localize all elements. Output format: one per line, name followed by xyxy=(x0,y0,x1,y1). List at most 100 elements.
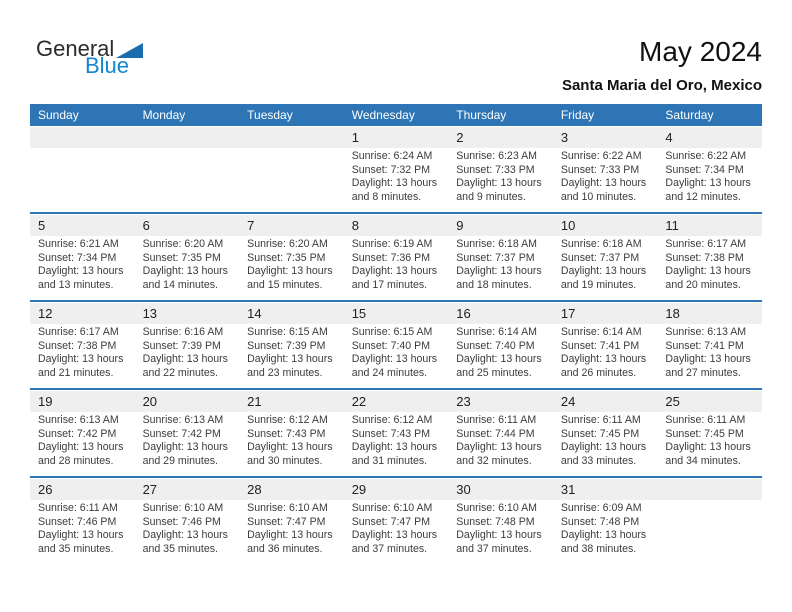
week-row: 5 6 7 8 9 10 11 Sunrise: 6:21 AM Sunset: 7:34 … xyxy=(30,212,762,300)
day-cell: Sunrise: 6:11 AM Sunset: 7:45 PM Dayligh… xyxy=(657,412,762,474)
day-cell: Sunrise: 6:15 AM Sunset: 7:40 PM Dayligh… xyxy=(344,324,449,386)
daylight-text-line1: Daylight: 13 hours xyxy=(38,441,124,454)
daylight-text-line1: Daylight: 13 hours xyxy=(142,353,228,366)
daylight-text-line1: Daylight: 13 hours xyxy=(38,353,124,366)
sunset-text: Sunset: 7:34 PM xyxy=(38,251,117,264)
day-details-row: Sunrise: 6:24 AM Sunset: 7:32 PM Dayligh… xyxy=(30,148,762,212)
week-row: 1 2 3 4 Sunrise: 6:24 AM Sunset: 7:32 PM Da… xyxy=(30,127,762,212)
sunset-text: Sunset: 7:41 PM xyxy=(560,339,640,352)
daylight-text-line1: Daylight: 13 hours xyxy=(665,441,751,454)
day-number: 30 xyxy=(456,482,471,497)
daylight-text-line1: Daylight: 13 hours xyxy=(351,441,438,454)
day-number: 8 xyxy=(351,218,359,233)
sunset-text: Sunset: 7:35 PM xyxy=(142,251,221,264)
day-cell: Sunrise: 6:18 AM Sunset: 7:37 PM Dayligh… xyxy=(553,236,658,298)
day-number: 13 xyxy=(142,306,158,321)
sunrise-text: Sunrise: 6:22 AM xyxy=(665,150,747,162)
day-number: 31 xyxy=(560,482,576,497)
day-number: 22 xyxy=(351,394,367,409)
day-cell: Sunrise: 6:14 AM Sunset: 7:40 PM Dayligh… xyxy=(448,324,553,386)
sunset-text: Sunset: 7:33 PM xyxy=(560,163,640,176)
daylight-text-line2: and 25 minutes. xyxy=(456,366,532,379)
day-cell: Sunrise: 6:17 AM Sunset: 7:38 PM Dayligh… xyxy=(30,324,135,386)
day-number: 24 xyxy=(560,394,576,409)
daylight-text-line2: and 20 minutes. xyxy=(665,278,741,291)
sunrise-text: Sunrise: 6:13 AM xyxy=(142,414,224,426)
daylight-text-line2: and 13 minutes. xyxy=(38,278,114,291)
daylight-text-line1: Daylight: 13 hours xyxy=(247,265,333,278)
daylight-text-line2: and 10 minutes. xyxy=(560,190,637,203)
day-cell: Sunrise: 6:17 AM Sunset: 7:38 PM Dayligh… xyxy=(657,236,762,298)
daylight-text-line2: and 30 minutes. xyxy=(247,454,323,467)
daylight-text-line2: and 17 minutes. xyxy=(351,278,428,291)
day-cell: Sunrise: 6:13 AM Sunset: 7:41 PM Dayligh… xyxy=(657,324,762,386)
sunset-text: Sunset: 7:38 PM xyxy=(665,251,744,264)
daylight-text-line1: Daylight: 13 hours xyxy=(560,265,647,278)
daylight-text-line2: and 15 minutes. xyxy=(247,278,323,291)
daylight-text-line2: and 21 minutes. xyxy=(38,366,114,379)
day-cell: Sunrise: 6:19 AM Sunset: 7:36 PM Dayligh… xyxy=(344,236,449,298)
page-title: May 2024 xyxy=(639,36,762,67)
daylight-text-line2: and 38 minutes. xyxy=(560,542,637,555)
daylight-text-line1: Daylight: 13 hours xyxy=(351,529,438,542)
sunrise-text: Sunrise: 6:10 AM xyxy=(351,502,433,514)
daylight-text-line1: Daylight: 13 hours xyxy=(456,353,542,366)
day-number: 2 xyxy=(456,130,464,145)
daylight-text-line1: Daylight: 13 hours xyxy=(142,441,228,454)
sunset-text: Sunset: 7:47 PM xyxy=(351,515,431,528)
weekday-header-wednesday: Wednesday xyxy=(351,108,415,122)
sunset-text: Sunset: 7:35 PM xyxy=(247,251,326,264)
sunrise-text: Sunrise: 6:13 AM xyxy=(38,414,119,426)
weekday-header-tuesday: Tuesday xyxy=(247,108,293,122)
sunrise-text: Sunrise: 6:14 AM xyxy=(456,326,537,338)
date-number-band: 19 20 21 22 23 24 25 xyxy=(30,391,762,412)
day-number: 29 xyxy=(351,482,367,497)
sunrise-text: Sunrise: 6:10 AM xyxy=(247,502,328,514)
daylight-text-line1: Daylight: 13 hours xyxy=(665,265,751,278)
sunrise-text: Sunrise: 6:15 AM xyxy=(247,326,328,338)
sunrise-text: Sunrise: 6:14 AM xyxy=(560,326,642,338)
day-details-row: Sunrise: 6:13 AM Sunset: 7:42 PM Dayligh… xyxy=(30,412,762,476)
day-cell: Sunrise: 6:10 AM Sunset: 7:47 PM Dayligh… xyxy=(344,500,449,562)
daylight-text-line1: Daylight: 13 hours xyxy=(456,529,542,542)
day-cell: Sunrise: 6:16 AM Sunset: 7:39 PM Dayligh… xyxy=(135,324,240,386)
sunset-text: Sunset: 7:38 PM xyxy=(38,339,117,352)
sunset-text: Sunset: 7:43 PM xyxy=(247,427,326,440)
daylight-text-line1: Daylight: 13 hours xyxy=(560,177,647,190)
sunset-text: Sunset: 7:45 PM xyxy=(560,427,640,440)
calendar-table: Sunday Monday Tuesday Wednesday Thursday… xyxy=(30,104,762,564)
sunset-text: Sunset: 7:43 PM xyxy=(351,427,431,440)
daylight-text-line1: Daylight: 13 hours xyxy=(247,353,333,366)
sunset-text: Sunset: 7:34 PM xyxy=(665,163,744,176)
day-cell: Sunrise: 6:10 AM Sunset: 7:47 PM Dayligh… xyxy=(239,500,344,562)
sunrise-text: Sunrise: 6:12 AM xyxy=(247,414,328,426)
day-number: 16 xyxy=(456,306,471,321)
daylight-text-line1: Daylight: 13 hours xyxy=(351,265,438,278)
sunset-text: Sunset: 7:46 PM xyxy=(142,515,221,528)
week-row: 12 13 14 15 16 17 18 Sunrise: 6:17 AM Sunset: … xyxy=(30,300,762,388)
sunrise-text: Sunrise: 6:16 AM xyxy=(142,326,224,338)
date-number-band: 12 13 14 15 16 17 18 xyxy=(30,303,762,324)
day-cell: Sunrise: 6:20 AM Sunset: 7:35 PM Dayligh… xyxy=(135,236,240,298)
daylight-text-line1: Daylight: 13 hours xyxy=(351,353,438,366)
logo-text-blue: Blue xyxy=(85,53,130,78)
sunrise-text: Sunrise: 6:21 AM xyxy=(38,238,119,250)
sunset-text: Sunset: 7:42 PM xyxy=(38,427,117,440)
daylight-text-line1: Daylight: 13 hours xyxy=(247,441,333,454)
day-cell: Sunrise: 6:12 AM Sunset: 7:43 PM Dayligh… xyxy=(344,412,449,474)
day-number: 1 xyxy=(351,130,359,145)
sunrise-text: Sunrise: 6:20 AM xyxy=(247,238,328,250)
weekday-header-row: Sunday Monday Tuesday Wednesday Thursday… xyxy=(30,104,762,126)
sunrise-text: Sunrise: 6:23 AM xyxy=(456,150,537,162)
daylight-text-line1: Daylight: 13 hours xyxy=(38,265,124,278)
day-cell: Sunrise: 6:11 AM Sunset: 7:45 PM Dayligh… xyxy=(553,412,658,474)
date-number-band: 1 2 3 4 xyxy=(30,127,762,148)
day-number: 11 xyxy=(665,218,679,233)
sunrise-text: Sunrise: 6:10 AM xyxy=(456,502,537,514)
day-cell: Sunrise: 6:22 AM Sunset: 7:34 PM Dayligh… xyxy=(657,148,762,210)
daylight-text-line2: and 27 minutes. xyxy=(665,366,741,379)
day-cell: Sunrise: 6:13 AM Sunset: 7:42 PM Dayligh… xyxy=(30,412,135,474)
sunset-text: Sunset: 7:37 PM xyxy=(560,251,640,264)
weekday-header-sunday: Sunday xyxy=(38,108,79,122)
sunrise-text: Sunrise: 6:17 AM xyxy=(38,326,119,338)
